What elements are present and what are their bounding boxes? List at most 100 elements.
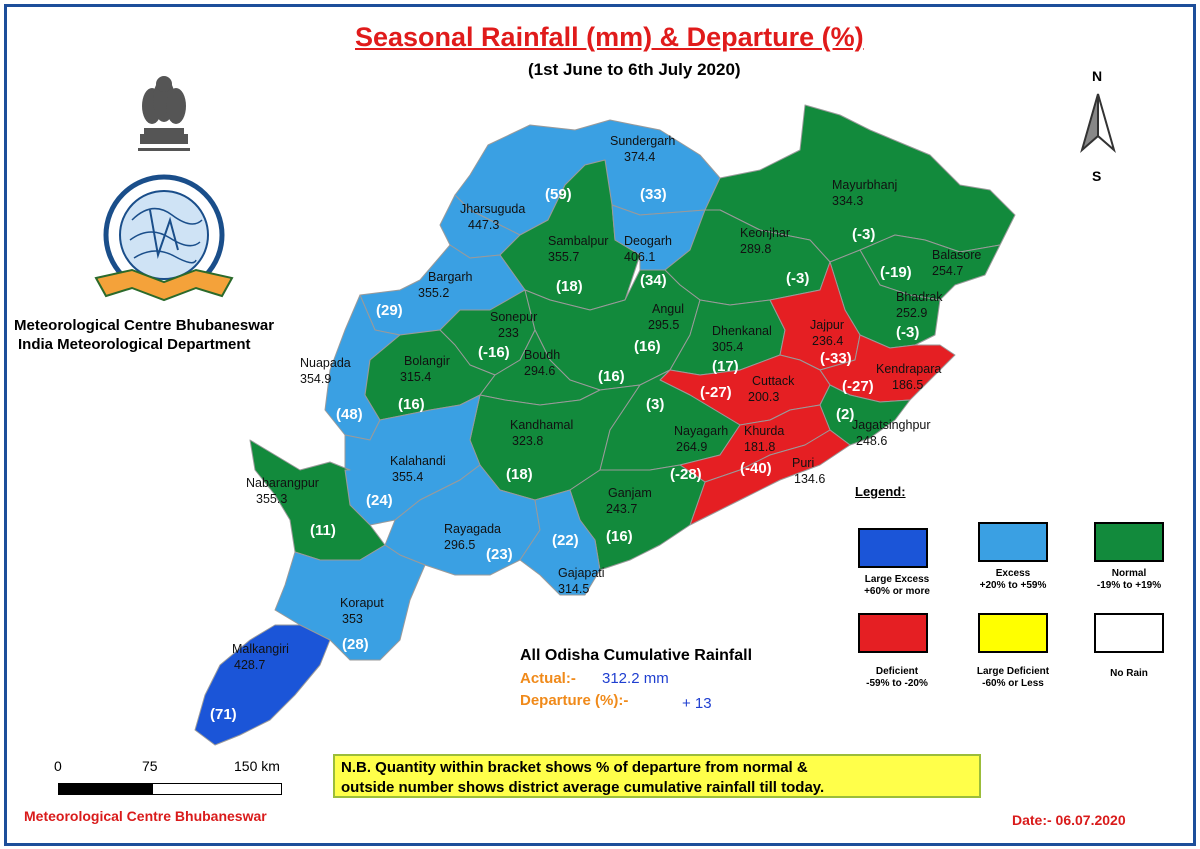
legend-label-line1: Excess: [995, 568, 1031, 579]
scale-label-0: 0: [54, 758, 62, 774]
district-departure-deogarh: (34): [640, 272, 667, 289]
district-rainfall-nuapada: 354.9: [300, 372, 332, 386]
district-rainfall-sonepur: 233: [498, 326, 519, 340]
district-departure-jajpur: (-33): [820, 350, 852, 367]
district-name-gajapati: Gajapati: [558, 566, 605, 580]
org-name: Meteorological Centre Bhubaneswar: [14, 317, 275, 334]
district-departure-angul: (16): [634, 338, 661, 355]
district-departure-balasore: (-19): [880, 264, 912, 281]
legend-label-line1: Deficient: [875, 666, 919, 677]
district-rainfall-koraput: 353: [342, 612, 363, 626]
note-line-1: N.B. Quantity within bracket shows % of …: [341, 759, 808, 776]
scale-label-75: 75: [142, 758, 158, 774]
legend-swatch-large-deficient: [978, 613, 1048, 653]
legend-label-large-excess: Large Excess +60% or more: [842, 574, 952, 598]
district-name-boudh: Boudh: [524, 348, 561, 362]
legend-swatch-normal: [1094, 522, 1164, 562]
district-name-dhenkanal: Dhenkanal: [712, 324, 772, 338]
district-departure-boudh: (16): [598, 368, 625, 385]
district-rainfall-bolangir: 315.4: [400, 370, 432, 384]
cumulative-departure-label: Departure (%):-: [520, 692, 629, 709]
legend-label-line2: -59% to -20%: [866, 678, 928, 689]
district-departure-dhenkanal: (17): [712, 358, 739, 375]
district-departure-rayagada: (23): [486, 546, 513, 563]
note-box: N.B. Quantity within bracket shows % of …: [333, 754, 981, 798]
district-rainfall-gajapati: 314.5: [558, 582, 590, 596]
district-departure-puri: (-40): [740, 460, 772, 477]
legend-swatch-excess: [978, 522, 1048, 562]
district-rainfall-kendrapara: 186.5: [892, 378, 924, 392]
district-name-mayurbhanj: Mayurbhanj: [832, 178, 898, 192]
district-rainfall-nayagarh: 264.9: [676, 440, 708, 454]
district-name-malkangiri: Malkangiri: [232, 642, 289, 656]
district-rainfall-ganjam: 243.7: [606, 502, 638, 516]
district-departure-nayagarh: (3): [646, 396, 665, 413]
legend-title: Legend:: [855, 484, 906, 499]
imd-emblem-icon: [94, 76, 234, 302]
district-departure-nabarangpur: (11): [310, 522, 336, 539]
district-departure-kandhamal: (18): [506, 466, 533, 483]
district-rainfall-jharsuguda: 447.3: [468, 218, 500, 232]
legend-label-line2: +20% to +59%: [979, 580, 1047, 591]
compass-south-label: S: [1092, 168, 1102, 184]
legend-label-large-deficient: Large Deficient -60% or Less: [958, 666, 1068, 690]
district-departure-sambalpur: (18): [556, 278, 583, 295]
district-departure-keonjhar: (-3): [786, 270, 810, 287]
legend-label-line1: Large Deficient: [976, 666, 1050, 677]
district-name-sundergarh: Sundergarh: [610, 134, 676, 148]
district-name-jajpur: Jajpur: [810, 318, 845, 332]
district-rainfall-boudh: 294.6: [524, 364, 556, 378]
note-line-2: outside number shows district average cu…: [341, 779, 825, 796]
legend-label-deficient: Deficient -59% to -20%: [842, 666, 952, 690]
legend-label-line2: -19% to +19%: [1096, 580, 1162, 591]
district-rainfall-bargarh: 355.2: [418, 286, 450, 300]
scale-bar-segment: [59, 784, 153, 794]
district-departure-ganjam: (16): [606, 528, 633, 545]
legend-label-line2: -60% or Less: [982, 678, 1044, 689]
district-name-angul: Angul: [652, 302, 684, 316]
district-rainfall-jagatsinghpur: 248.6: [856, 434, 888, 448]
legend-label-excess: Excess +20% to +59%: [958, 568, 1068, 592]
district-rainfall-mayurbhanj: 334.3: [832, 194, 864, 208]
district-name-koraput: Koraput: [340, 596, 384, 610]
district-name-khurda: Khurda: [744, 424, 785, 438]
legend-label-line2: +60% or more: [864, 586, 930, 597]
district-name-bargarh: Bargarh: [428, 270, 473, 284]
district-name-nayagarh: Nayagarh: [674, 424, 729, 438]
district-name-nabarangpur: Nabarangpur: [246, 476, 319, 490]
district-departure-khurda: (-28): [670, 466, 702, 483]
district-rainfall-jajpur: 236.4: [812, 334, 844, 348]
legend-label-normal: Normal -19% to +19%: [1074, 568, 1184, 592]
district-shape-gajapati: [519, 489, 601, 596]
scale-label-150: 150 km: [234, 758, 280, 774]
district-name-puri: Puri: [792, 456, 815, 470]
legend-label-line1: No Rain: [1110, 668, 1148, 679]
compass-north-label: N: [1092, 68, 1103, 84]
district-departure-sonepur: (-16): [478, 344, 510, 361]
district-rainfall-cuttack: 200.3: [748, 390, 780, 404]
district-name-kandhamal: Kandhamal: [510, 418, 574, 432]
legend-label-no-rain: No Rain: [1074, 668, 1184, 680]
district-departure-nuapada: (48): [336, 406, 363, 423]
compass-arrow-icon: [1080, 93, 1116, 153]
district-rainfall-dhenkanal: 305.4: [712, 340, 744, 354]
district-name-cuttack: Cuttack: [752, 374, 795, 388]
district-rainfall-angul: 295.5: [648, 318, 680, 332]
district-rainfall-khurda: 181.8: [744, 440, 776, 454]
district-rainfall-balasore: 254.7: [932, 264, 964, 278]
district-departure-sundergarh: (33): [640, 186, 667, 203]
legend-swatch-deficient: [858, 613, 928, 653]
district-rainfall-keonjhar: 289.8: [740, 242, 772, 256]
scale-bar: [58, 783, 282, 795]
district-departure-bhadrak: (-3): [896, 324, 920, 341]
district-rainfall-deogarh: 406.1: [624, 250, 656, 264]
district-name-bolangir: Bolangir: [404, 354, 450, 368]
district-departure-malkangiri: (71): [210, 706, 237, 723]
district-name-nuapada: Nuapada: [300, 356, 351, 370]
district-rainfall-sundergarh: 374.4: [624, 150, 656, 164]
district-name-deogarh: Deogarh: [624, 234, 672, 248]
footer-date: Date:- 06.07.2020: [1012, 812, 1126, 828]
district-name-jagatsinghpur: Jagatsinghpur: [852, 418, 931, 432]
district-name-ganjam: Ganjam: [608, 486, 652, 500]
district-rainfall-kandhamal: 323.8: [512, 434, 544, 448]
